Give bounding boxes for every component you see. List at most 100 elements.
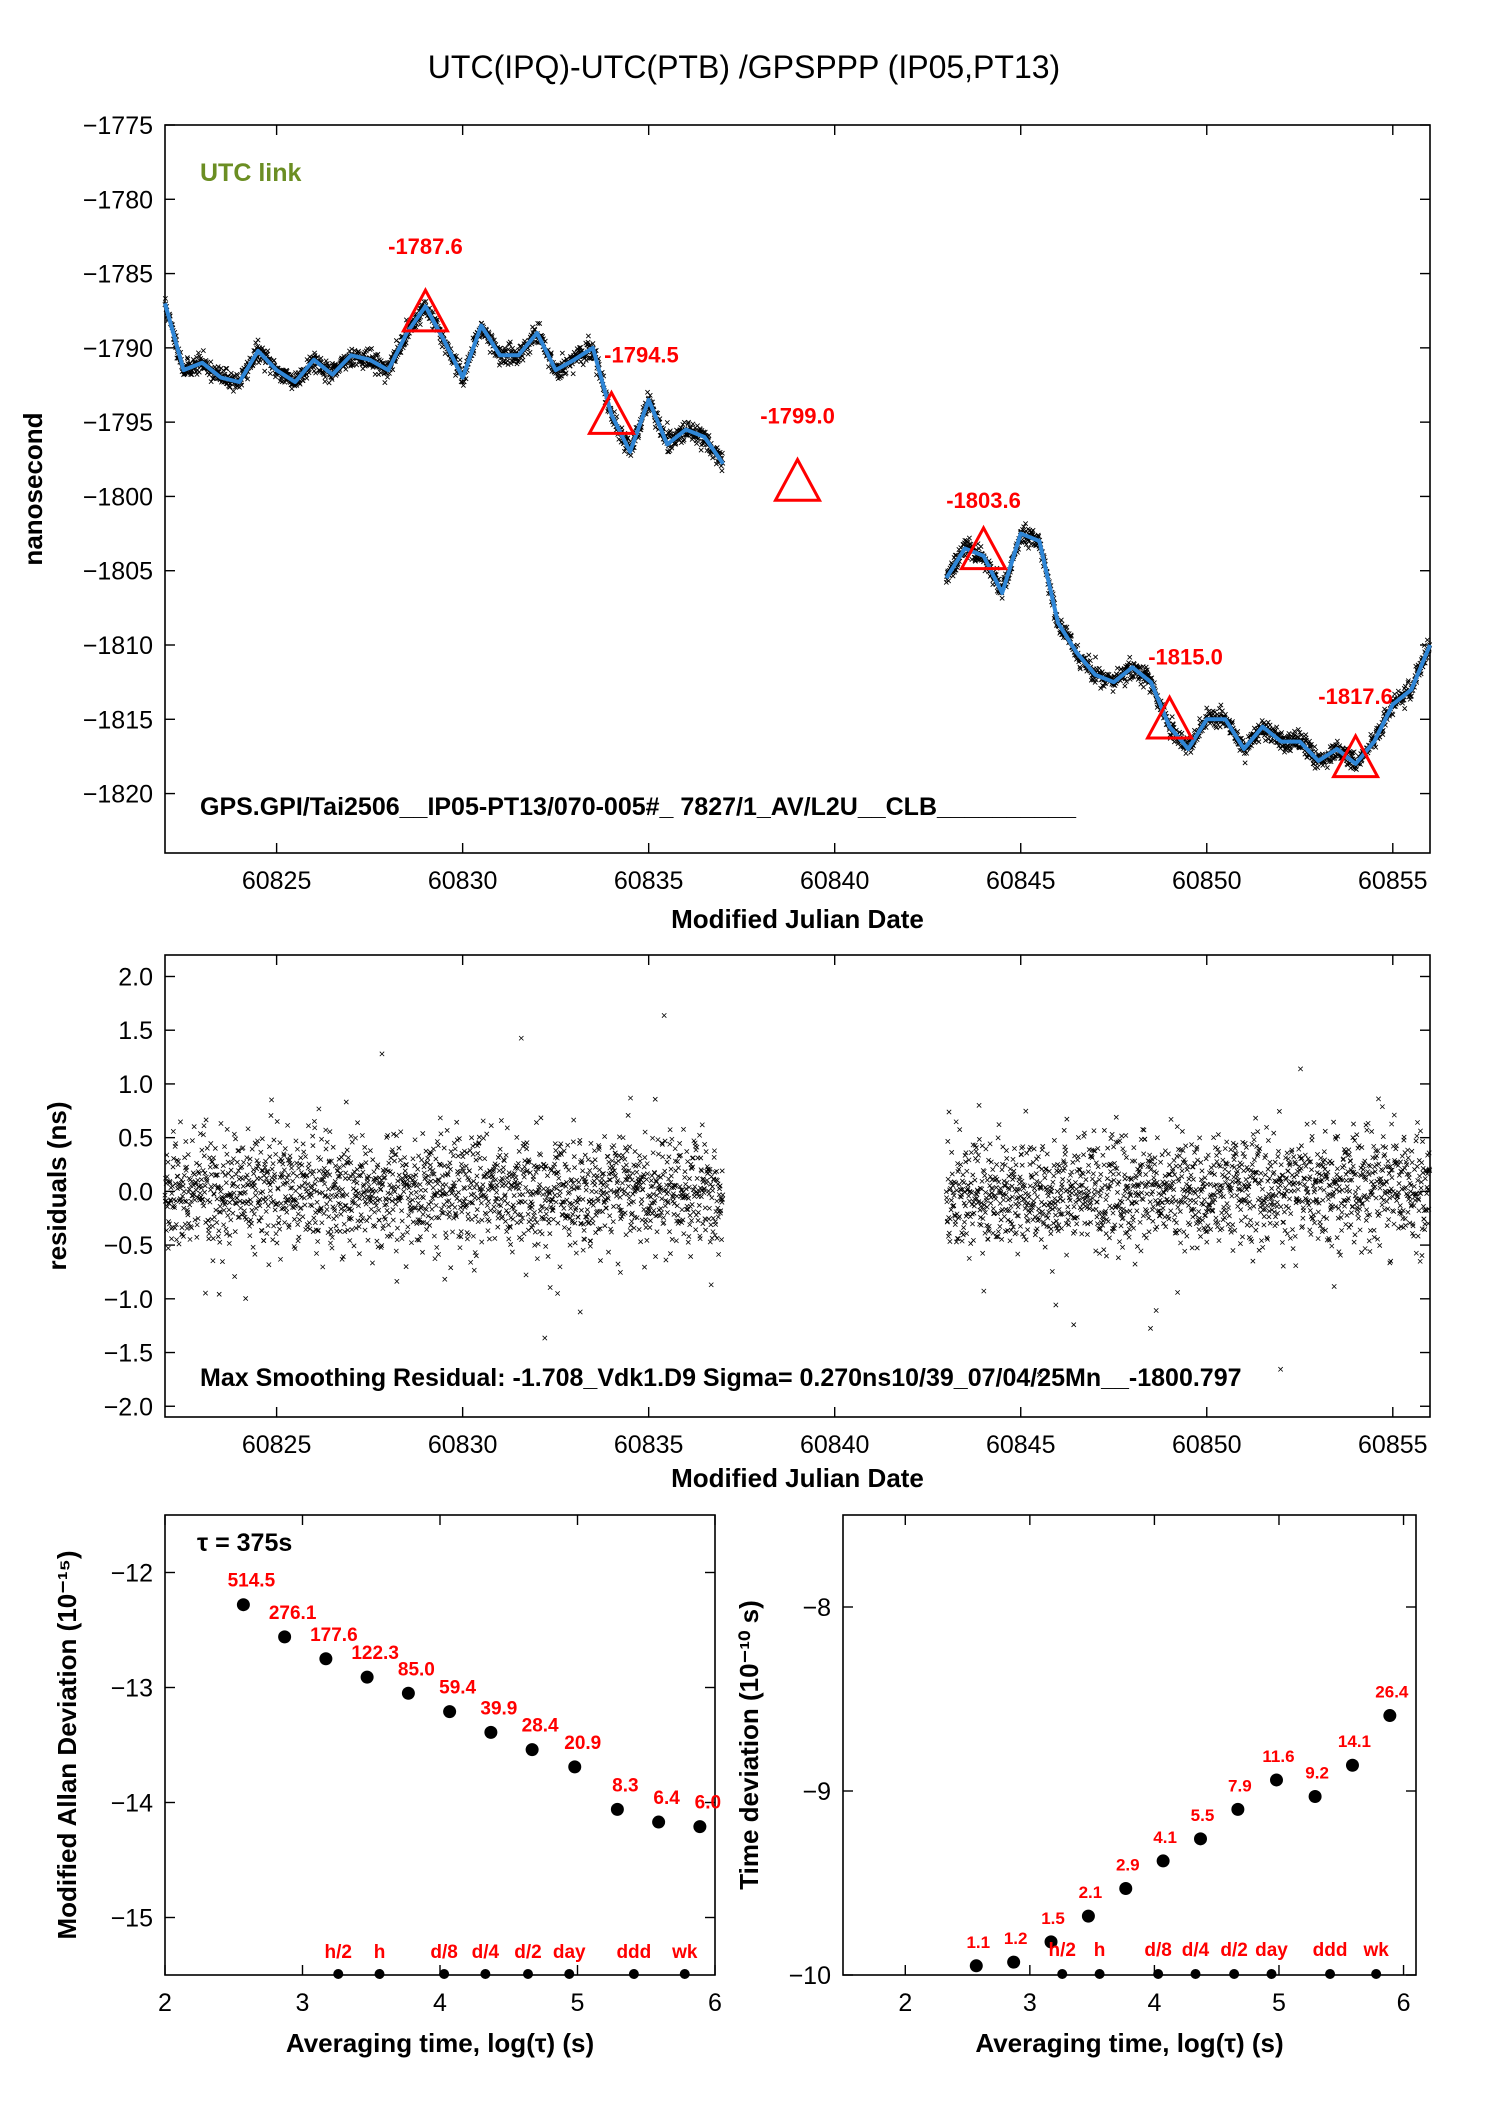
residual-point — [687, 1222, 693, 1228]
residual-point — [365, 1179, 371, 1185]
raw-point — [461, 379, 467, 385]
residual-point — [706, 1216, 712, 1222]
x-tick-label: 60825 — [242, 867, 312, 895]
residual-point — [947, 1216, 953, 1222]
residual-point — [468, 1259, 474, 1265]
residual-point — [205, 1218, 211, 1224]
residual-point — [450, 1229, 456, 1235]
residual-point — [606, 1177, 612, 1183]
residual-point — [349, 1227, 355, 1233]
residual-point — [667, 1229, 672, 1235]
residual-point — [276, 1214, 282, 1220]
residual-point — [473, 1213, 479, 1219]
residual-point — [375, 1244, 381, 1250]
residual-point — [953, 1119, 959, 1125]
marker-label: -1815.0 — [1148, 644, 1223, 669]
y-tick-label: 2.0 — [118, 963, 153, 991]
residual-point — [690, 1155, 696, 1161]
residual-point — [641, 1206, 647, 1212]
residual-point — [492, 1208, 497, 1214]
residual-point — [959, 1238, 965, 1244]
residual-point — [961, 1180, 967, 1186]
residual-point — [567, 1242, 573, 1248]
residual-point — [971, 1210, 977, 1216]
residual-point — [616, 1203, 622, 1209]
residual-point — [476, 1134, 482, 1140]
residual-point — [532, 1242, 538, 1248]
residual-point — [544, 1206, 550, 1212]
residual-point — [459, 1209, 465, 1215]
residual-point — [170, 1164, 176, 1170]
residual-point — [203, 1117, 209, 1123]
residual-point — [515, 1161, 521, 1166]
residual-point — [524, 1140, 530, 1146]
residual-point — [309, 1203, 315, 1209]
residual-point — [325, 1186, 331, 1192]
residual-point — [295, 1221, 301, 1227]
residual-point — [316, 1106, 322, 1112]
residual-point — [461, 1148, 467, 1154]
x-tick-label: 60845 — [986, 1431, 1056, 1459]
residual-point — [328, 1226, 334, 1232]
residual-point — [717, 1183, 723, 1189]
residual-point — [376, 1207, 382, 1213]
residual-point — [308, 1202, 314, 1208]
residual-point — [322, 1181, 328, 1187]
residual-point — [708, 1282, 714, 1288]
residual-point — [553, 1148, 559, 1154]
residual-point — [580, 1196, 586, 1202]
residual-point — [719, 1168, 725, 1174]
residual-point — [296, 1234, 302, 1240]
residual-point — [975, 1158, 981, 1164]
residual-point — [178, 1177, 184, 1183]
residual-point — [475, 1150, 481, 1156]
residual-point — [294, 1160, 300, 1166]
residual-point — [195, 1177, 201, 1183]
residual-point — [273, 1151, 279, 1157]
residual-point — [314, 1199, 320, 1205]
residual-point — [235, 1184, 241, 1190]
residual-point — [260, 1189, 266, 1195]
residual-point — [652, 1096, 658, 1102]
residual-point — [194, 1222, 200, 1228]
residual-point — [250, 1244, 256, 1250]
residual-point — [597, 1258, 603, 1264]
residual-point — [700, 1221, 706, 1227]
residual-point — [434, 1244, 440, 1250]
residual-point — [538, 1115, 544, 1121]
residual-point — [301, 1149, 307, 1155]
residual-point — [994, 1162, 1000, 1168]
residual-point — [257, 1203, 263, 1209]
residual-point — [365, 1237, 371, 1243]
raw-point — [200, 348, 206, 354]
residual-point — [655, 1137, 661, 1143]
residual-point — [465, 1211, 471, 1217]
residual-point — [545, 1186, 551, 1192]
y-tick-label: −1820 — [83, 781, 153, 809]
raw-point — [1122, 683, 1128, 689]
residual-point — [485, 1187, 491, 1193]
residual-point — [981, 1288, 987, 1294]
residual-point — [528, 1217, 534, 1223]
y-tick-label: −1800 — [83, 483, 153, 511]
residual-point — [627, 1144, 633, 1150]
y-tick-label: −1785 — [83, 261, 153, 289]
residual-point — [455, 1189, 461, 1195]
residual-point — [448, 1149, 454, 1154]
residual-point — [400, 1232, 406, 1238]
residual-point — [648, 1178, 654, 1184]
raw-point — [262, 368, 268, 374]
y-tick-label: 1.5 — [118, 1017, 153, 1045]
residual-point — [376, 1217, 382, 1223]
raw-point — [590, 341, 596, 347]
residual-point — [588, 1140, 594, 1146]
residual-point — [232, 1229, 238, 1235]
residual-point — [290, 1170, 296, 1176]
y-tick-label: −1810 — [83, 632, 153, 660]
raw-point — [197, 353, 203, 359]
residual-point — [694, 1175, 700, 1181]
residual-point — [333, 1213, 339, 1219]
residual-point — [316, 1168, 322, 1174]
residual-point — [272, 1207, 278, 1213]
residual-point — [185, 1152, 191, 1158]
